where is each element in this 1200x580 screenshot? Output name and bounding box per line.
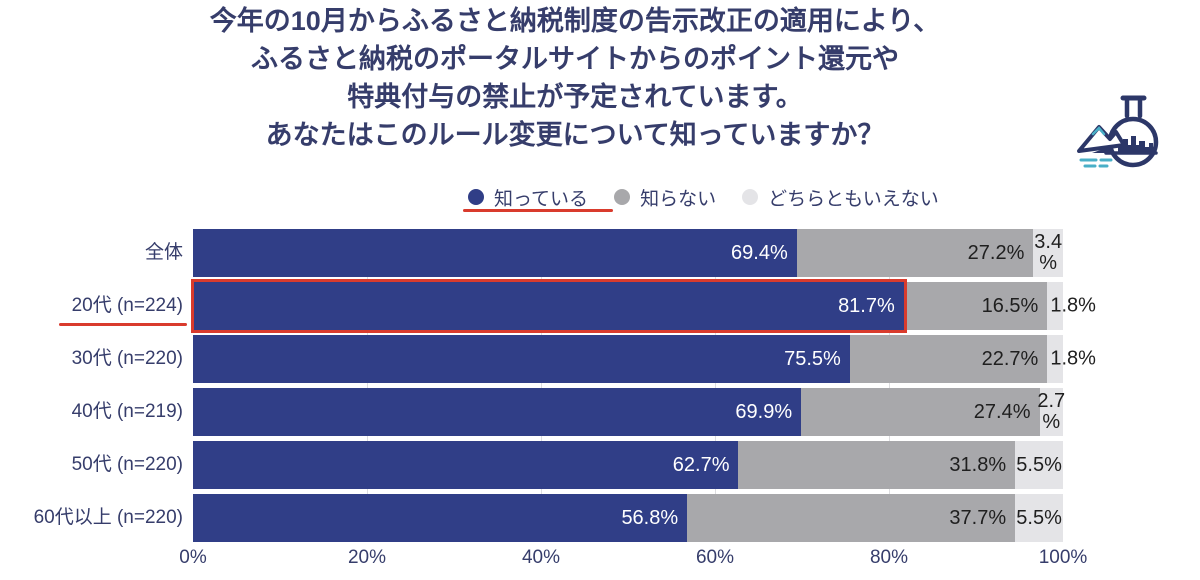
bar-segment-知らない: 31.8%	[738, 441, 1016, 489]
bar-segment-知っている: 62.7%	[193, 441, 739, 489]
chart-row: 全体 69.4% 27.2% 3.4 %	[0, 229, 1200, 277]
bar-segment-どちらともいえない: 1.8%	[1047, 335, 1096, 383]
chart-row: 40代 (n=219) 69.9% 27.4% 2.7 %	[0, 388, 1200, 436]
value-label: 69.9%	[735, 400, 793, 423]
legend-dot-lightgray-icon	[742, 189, 759, 205]
value-label: 16.5%	[981, 294, 1039, 317]
category-label: 30代 (n=220)	[71, 348, 183, 369]
category-label: 60代以上 (n=220)	[33, 507, 183, 528]
legend-item-dochiratomo: どちらともいえない	[742, 184, 939, 211]
x-axis-tick: 0%	[179, 547, 207, 568]
category-label: 20代 (n=224)	[0, 282, 193, 330]
value-label: 27.2%	[967, 241, 1025, 264]
stacked-bar: 75.5% 22.7% 1.8%	[193, 335, 1096, 383]
title-line-4: あなたはこのルール変更について知っていますか？	[265, 120, 885, 150]
bar-segment-知らない: 37.7%	[687, 494, 1016, 542]
bar-segment-どちらともいえない: 5.5%	[1015, 441, 1063, 489]
bar-segment-知っている: 69.9%	[193, 388, 802, 436]
x-axis-tick: 80%	[869, 547, 909, 568]
value-label: 1.8%	[1050, 347, 1096, 370]
bar-segment-知っている: 56.8%	[193, 494, 688, 542]
value-label: 31.8%	[949, 453, 1007, 476]
value-label: 56.8%	[621, 506, 679, 529]
chart-title: 今年の10月からふるさと納税制度の告示改正の適用により、 ふるさと納税のポータル…	[0, 2, 1150, 154]
x-axis: 0% 20% 40% 60% 80% 100%	[179, 547, 1087, 571]
bar-segment-どちらともいえない: 1.8%	[1047, 282, 1096, 330]
stacked-bar: 81.7% 16.5% 1.8%	[191, 279, 1096, 333]
chart-row: 50代 (n=220) 62.7% 31.8% 5.5%	[0, 441, 1200, 489]
category-red-underline	[59, 323, 187, 326]
value-label: 5.5%	[1016, 453, 1062, 476]
category-label: 全体	[144, 242, 183, 263]
value-label: 3.4 %	[1034, 231, 1063, 274]
x-axis-tick: 60%	[695, 547, 735, 568]
legend-highlight-underline	[463, 208, 613, 212]
value-label: 81.7%	[838, 294, 895, 317]
legend-label: どちらともいえない	[768, 188, 939, 210]
legend-dot-gray-icon	[614, 189, 631, 205]
value-label: 75.5%	[784, 347, 841, 370]
value-label: 1.8%	[1050, 294, 1096, 317]
legend-dot-blue-icon	[468, 189, 484, 205]
bar-segment-知らない: 22.7%	[849, 335, 1048, 383]
bar-segment-知らない: 16.5%	[903, 282, 1048, 330]
value-label: 22.7%	[981, 347, 1039, 370]
value-label: 37.7%	[949, 506, 1007, 529]
stacked-bar: 69.4% 27.2% 3.4 %	[193, 229, 1063, 277]
x-axis-tick: 40%	[521, 547, 561, 568]
chart-row: 20代 (n=224) 81.7% 16.5% 1.8%	[0, 279, 1200, 333]
bar-segment-どちらともいえない: 5.5%	[1015, 494, 1063, 542]
title-line-1: 今年の10月からふるさと納税制度の告示改正の適用により、	[209, 6, 941, 36]
bar-segment-知らない: 27.2%	[796, 229, 1034, 277]
stacked-bar: 62.7% 31.8% 5.5%	[193, 441, 1063, 489]
bar-segment-どちらともいえない: 2.7 %	[1037, 388, 1066, 436]
value-label: 69.4%	[731, 241, 788, 264]
category-label: 40代 (n=219)	[71, 401, 183, 422]
x-axis-tick: 100%	[1038, 547, 1088, 568]
title-line-2: ふるさと納税のポータルサイトからのポイント還元や	[251, 44, 899, 74]
value-label: 62.7%	[672, 453, 730, 476]
bar-segment-知っている: 69.4%	[193, 229, 797, 277]
title-line-3: 特典付与の禁止が予定されています。	[347, 82, 803, 112]
legend-item-shitteiru: 知っている	[463, 184, 613, 212]
bar-segment-知っている: 75.5%	[193, 335, 850, 383]
legend-label: 知らない	[640, 188, 717, 210]
chart-row: 60代以上 (n=220) 56.8% 37.7% 5.5%	[0, 494, 1200, 542]
bar-segment-どちらともいえない: 3.4 %	[1033, 229, 1063, 277]
chart-row: 30代 (n=220) 75.5% 22.7% 1.8%	[0, 335, 1200, 383]
stacked-bar: 69.9% 27.4% 2.7 %	[193, 388, 1066, 436]
stacked-bar: 56.8% 37.7% 5.5%	[193, 494, 1063, 542]
bar-segment-知っている: 81.7%	[193, 282, 904, 330]
legend-item-shiranai: 知らない	[614, 184, 716, 211]
legend-label: 知っている	[494, 188, 589, 210]
stacked-bar-chart: 全体 69.4% 27.2% 3.4 % 20代 (n=224) 81.7% 16.5% 1.…	[0, 229, 1200, 571]
bar-segment-知らない: 27.4%	[801, 388, 1040, 436]
value-label: 5.5%	[1016, 506, 1062, 529]
legend: 知っている 知らない どちらともいえない	[463, 184, 939, 212]
value-label: 2.7 %	[1037, 390, 1066, 433]
flask-city-logo-icon	[1076, 92, 1180, 174]
x-axis-tick: 20%	[347, 547, 387, 568]
category-label: 50代 (n=220)	[71, 454, 183, 475]
value-label: 27.4%	[973, 400, 1031, 423]
